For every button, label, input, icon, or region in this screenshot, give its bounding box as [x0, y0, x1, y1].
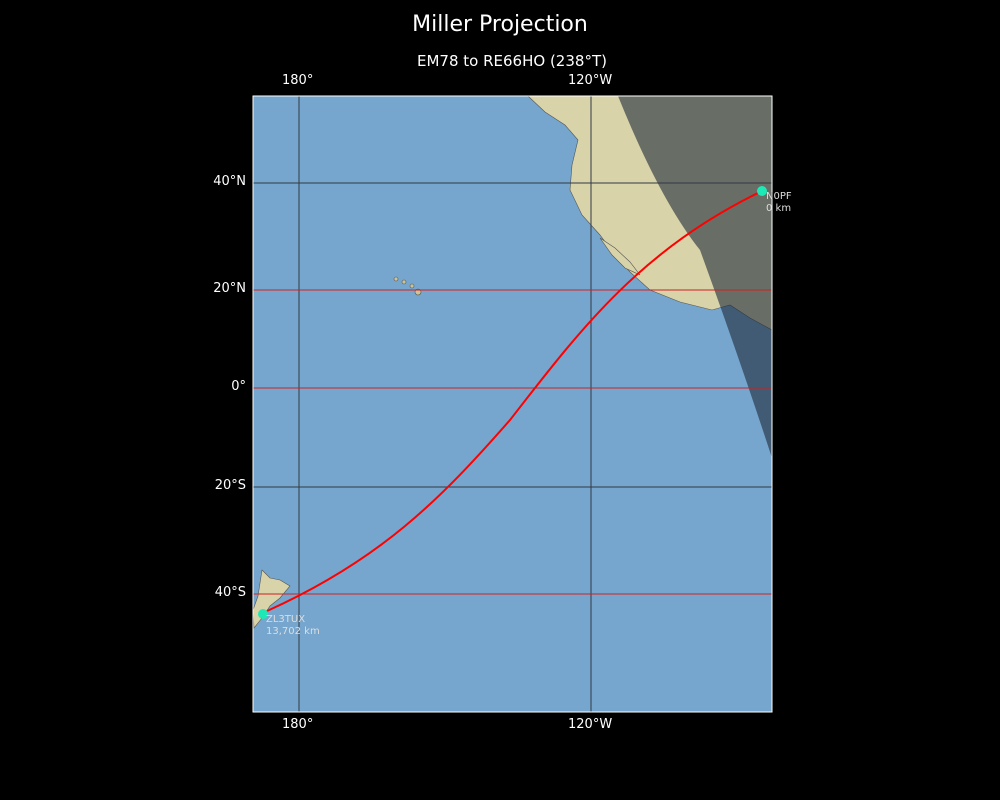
night-terminator	[618, 96, 772, 458]
station-distance-n0pf: 0 km	[766, 203, 791, 214]
chart-title: Miller Projection	[412, 12, 588, 37]
y-tick-40n: 40°N	[213, 174, 246, 189]
chart-subtitle: EM78 to RE66HO (238°T)	[417, 52, 607, 70]
x-tick-bottom-180: 180°	[282, 717, 314, 732]
x-tick-top-180: 180°	[282, 73, 314, 88]
station-label-n0pf: N0PF	[766, 191, 792, 202]
station-marker-zl3tux[interactable]	[258, 609, 268, 619]
y-tick-40s: 40°S	[214, 585, 246, 600]
y-tick-20s: 20°S	[214, 478, 246, 493]
land-baja	[599, 237, 641, 276]
x-tick-top-120w: 120°W	[568, 73, 613, 88]
station-label-zl3tux: ZL3TUX	[266, 614, 305, 625]
y-tick-0: 0°	[231, 379, 246, 394]
great-circle-path	[266, 190, 763, 612]
station-marker-n0pf[interactable]	[757, 186, 767, 196]
graticule	[253, 96, 772, 712]
y-tick-20n: 20°N	[213, 281, 246, 296]
station-distance-zl3tux: 13,702 km	[266, 626, 320, 637]
plot-frame	[252, 95, 773, 713]
x-tick-bottom-120w: 120°W	[568, 717, 613, 732]
